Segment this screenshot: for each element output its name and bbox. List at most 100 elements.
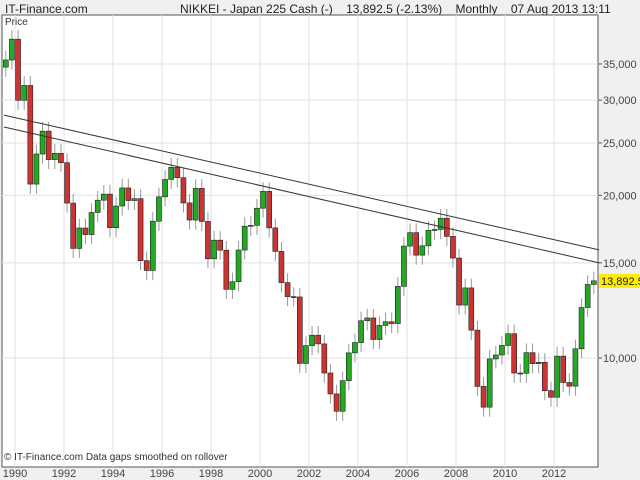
candle-body <box>278 251 285 283</box>
candle-body <box>480 386 487 408</box>
x-tick-label: 2004 <box>346 468 370 480</box>
candle-body <box>223 249 230 290</box>
candle-body <box>523 352 530 374</box>
candle-body <box>168 167 174 180</box>
candle-body <box>376 325 383 340</box>
candle-body <box>260 191 266 209</box>
candle-body <box>560 355 566 383</box>
candle-body <box>346 352 352 381</box>
trendline <box>3 126 600 264</box>
candle-body <box>425 230 432 247</box>
candle-body <box>64 162 70 204</box>
candle-body <box>303 345 309 364</box>
candle-body <box>94 199 101 213</box>
candle-body <box>33 153 40 185</box>
candle-body <box>388 321 395 324</box>
candle-body <box>554 355 560 398</box>
candle-body <box>205 221 211 260</box>
candle-body <box>382 321 389 326</box>
candle-body <box>192 188 199 221</box>
candle-body <box>21 85 27 101</box>
candle-body <box>9 38 15 61</box>
candle-body <box>505 333 511 346</box>
candle-body <box>174 167 181 178</box>
y-tick-label: 30,000 <box>603 95 637 107</box>
candle-body <box>119 187 125 207</box>
candle-body <box>419 245 426 256</box>
candle-body <box>229 281 236 290</box>
candle-body <box>535 361 542 365</box>
datetime: 07 Aug 2013 13:11 <box>510 2 611 16</box>
x-tick-label: 1994 <box>101 468 125 480</box>
y-tick-label: 25,000 <box>603 138 637 150</box>
instrument-name: NIKKEI - Japan 225 Cash (-) <box>180 2 333 16</box>
price-change: 13,892.5 (-2.13%) <box>346 2 443 16</box>
candle-body <box>364 317 370 322</box>
x-tick-label: 1998 <box>199 468 223 480</box>
candle-body <box>88 212 95 235</box>
candle-body <box>437 217 444 230</box>
candle-body <box>52 153 58 160</box>
candle-body <box>15 38 21 101</box>
x-tick-label: 1996 <box>150 468 174 480</box>
candle-body <box>45 130 52 160</box>
footer-note: © IT-Finance.com Data gaps smoothed on r… <box>4 452 228 463</box>
y-tick-label: 10,000 <box>603 353 637 365</box>
y-tick-label: 20,000 <box>603 190 637 202</box>
candle-body <box>137 198 144 261</box>
candle-body <box>333 393 340 412</box>
candle-body <box>327 372 334 395</box>
x-tick-label: 1992 <box>52 468 76 480</box>
candle-body <box>284 282 291 297</box>
candle-body <box>27 85 34 185</box>
candle-body <box>297 296 303 364</box>
candle-body <box>321 343 328 374</box>
candle-body <box>566 382 573 387</box>
last-price-label: 13,892.5 <box>601 276 640 288</box>
candle-body <box>486 358 493 408</box>
candle-body <box>254 207 260 226</box>
y-axis-label: Price <box>5 17 28 28</box>
candle-body <box>211 239 217 260</box>
candle-body <box>131 198 138 201</box>
candle-body <box>542 361 548 391</box>
candle-body <box>413 232 419 256</box>
candle-body <box>290 296 297 298</box>
candle-body <box>266 191 272 229</box>
candle-body <box>339 380 346 412</box>
candle-body <box>217 239 223 251</box>
x-tick-label: 2010 <box>493 468 517 480</box>
candle-body <box>358 320 364 343</box>
candle-body <box>456 257 462 306</box>
candle-body <box>235 249 242 283</box>
x-tick-label: 2008 <box>444 468 468 480</box>
candle-body <box>370 317 377 340</box>
trendline <box>3 114 600 251</box>
candle-body <box>493 354 499 360</box>
candle-body <box>199 188 205 222</box>
candle-body <box>162 179 168 198</box>
candle-body <box>499 345 505 356</box>
candle-body <box>511 333 517 374</box>
candle-body <box>180 177 187 204</box>
candle-body <box>241 225 248 251</box>
candle-body <box>107 193 113 229</box>
x-tick-label: 2012 <box>542 468 566 480</box>
period: Monthly <box>455 2 498 16</box>
candle-body <box>352 342 358 354</box>
candle-body <box>450 236 456 259</box>
plot-area <box>1 14 599 468</box>
candle-body <box>431 229 438 231</box>
last-price-marker <box>599 273 639 288</box>
candle-body <box>315 334 321 345</box>
candle-body <box>150 220 156 271</box>
y-tick-label: 35,000 <box>603 59 637 71</box>
candle-body <box>517 372 524 375</box>
candle-body <box>58 153 64 164</box>
candle-body <box>401 245 407 287</box>
candle-body <box>309 334 315 346</box>
candle-body <box>248 225 254 227</box>
candle-body <box>143 260 150 271</box>
candle-body <box>125 187 132 201</box>
